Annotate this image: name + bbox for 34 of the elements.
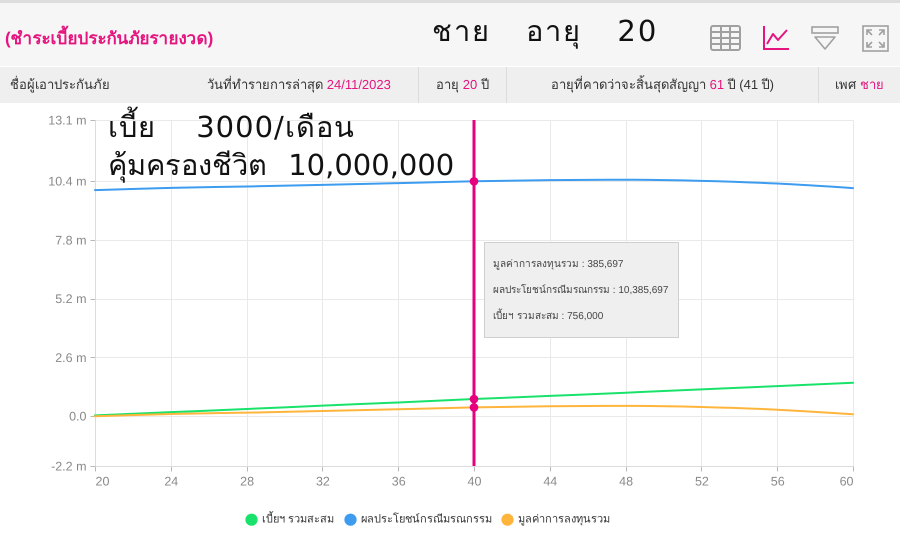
text: วันที่ทำรายการล่าสุด 24/11/2023 bbox=[207, 77, 391, 92]
y-tick-label: 7.8 m bbox=[55, 233, 86, 248]
annotation: คุ้มครองชีวิต 10,000,000 bbox=[108, 148, 454, 183]
line-series bbox=[94, 382, 854, 416]
x-tick-label: 32 bbox=[316, 474, 330, 488]
text: ชาย อายุ 20 bbox=[432, 14, 658, 49]
y-tick-label: 0.0 bbox=[69, 410, 87, 424]
annotation: มูลค่าการลงทุนรวม : 385,697 bbox=[493, 258, 624, 272]
annotation: ผลประโยชน์กรณีมรณกรรม : 10,385,697 bbox=[493, 283, 668, 298]
text: ชื่อผู้เอาประกันภัย bbox=[10, 77, 110, 92]
x-tick-label: 44 bbox=[543, 474, 558, 488]
x-tick-label: 24 bbox=[164, 474, 178, 488]
legend-label: มูลค่าการลงทุนรวม bbox=[518, 514, 610, 526]
y-tick-label: 2.6 m bbox=[55, 350, 86, 365]
y-tick-label: -2.2 m bbox=[51, 460, 86, 474]
x-tick-label: 20 bbox=[96, 474, 110, 488]
text: อายุ 20 ปี bbox=[418, 67, 506, 103]
x-tick-label: 60 bbox=[840, 474, 854, 488]
x-tick-label: 36 bbox=[392, 474, 406, 488]
text: เพศ ชาย bbox=[835, 77, 884, 92]
text: อายุที่คาดว่าจะสิ้นสุดสัญญา 61 ปี (41 ปี) bbox=[506, 67, 818, 103]
x-tick-label: 48 bbox=[619, 474, 634, 488]
annotation: เบี้ยฯ รวมสะสม : 756,000 bbox=[493, 308, 604, 324]
x-tick-label: 28 bbox=[240, 474, 254, 488]
tooltip-box: มูลค่าการลงทุนรวม : 385,697 ผลประโยชน์กรณีมรณกรรม : 10,385,697 เบี้ยฯ รวมสะสม : 756,000 bbox=[484, 242, 680, 338]
x-tick-label: 52 bbox=[694, 474, 709, 488]
x-tick-label: 40 bbox=[468, 474, 482, 488]
legend-label: เบี้ยฯ รวมสะสม bbox=[262, 510, 334, 526]
y-tick-label: 13.1 m bbox=[48, 114, 86, 128]
y-tick-label: 10.4 m bbox=[48, 174, 86, 189]
legend-label: ผลประโยชน์กรณีมรณกรรม bbox=[361, 512, 492, 526]
y-tick-label: 5.2 m bbox=[55, 292, 86, 306]
x-tick-label: 56 bbox=[770, 474, 785, 488]
chart-title: (ชำระเบี้ยประกันภัยรายงวด) bbox=[5, 24, 214, 50]
